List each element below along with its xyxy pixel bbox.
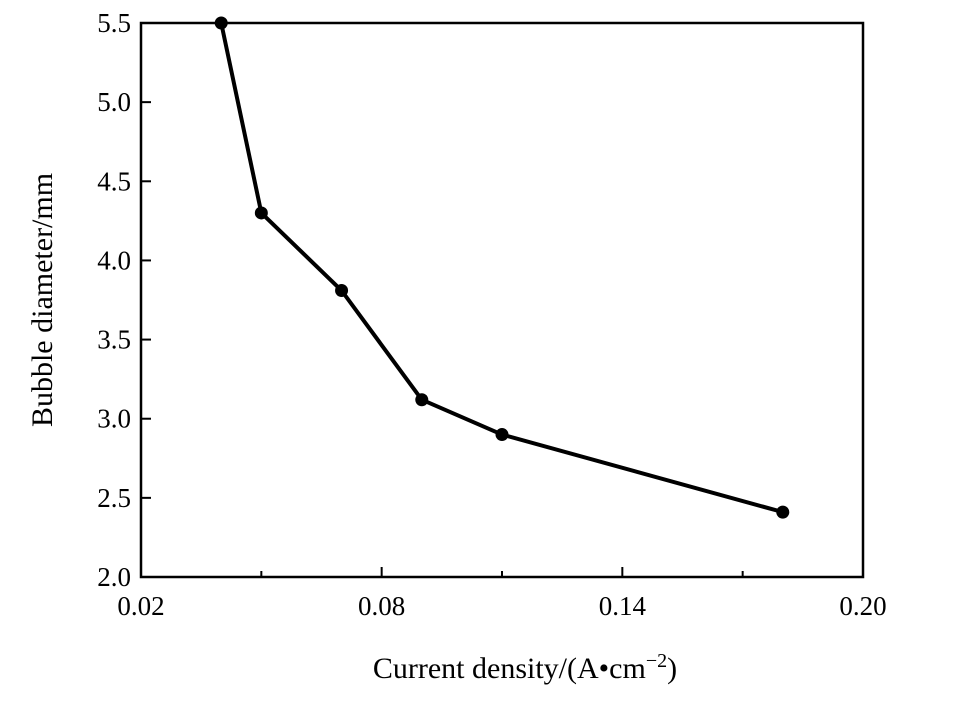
y-tick-label: 5.5	[97, 8, 131, 38]
data-point	[415, 393, 429, 407]
x-axis-label: Current density/(A•cm−2)	[373, 650, 677, 685]
x-axis-label-close: )	[667, 652, 677, 685]
y-tick-label: 3.0	[97, 404, 131, 434]
series-line-group	[219, 22, 784, 515]
x-axis-label-main: Current density/(A•cm	[373, 652, 646, 685]
y-axis-label: Bubble diameter/mm	[26, 173, 59, 427]
x-tick-label: 0.20	[839, 591, 886, 621]
series-points-group	[214, 16, 790, 519]
x-tick-labels: 0.02 0.08 0.14 0.20	[117, 591, 886, 621]
data-point	[214, 16, 228, 30]
data-point	[495, 428, 509, 442]
y-tick-label: 2.5	[97, 483, 131, 513]
axis-ticks	[140, 22, 864, 578]
data-point	[254, 206, 268, 220]
y-tick-label: 4.5	[97, 166, 131, 196]
y-tick-label: 3.5	[97, 325, 131, 355]
x-tick-label: 0.08	[358, 591, 405, 621]
data-point	[776, 505, 790, 519]
data-point	[335, 284, 349, 298]
series-line	[219, 22, 784, 515]
x-axis-label-superscript: −2	[646, 650, 667, 672]
x-tick-label: 0.02	[117, 591, 164, 621]
y-tick-label: 5.0	[97, 87, 131, 117]
y-tick-labels: 2.0 2.5 3.0 3.5 4.0 4.5 5.0 5.5	[97, 8, 131, 592]
plot-frame	[139, 21, 865, 579]
y-tick-label: 4.0	[97, 245, 131, 275]
x-tick-label: 0.14	[599, 591, 647, 621]
y-tick-label: 2.0	[97, 562, 131, 592]
